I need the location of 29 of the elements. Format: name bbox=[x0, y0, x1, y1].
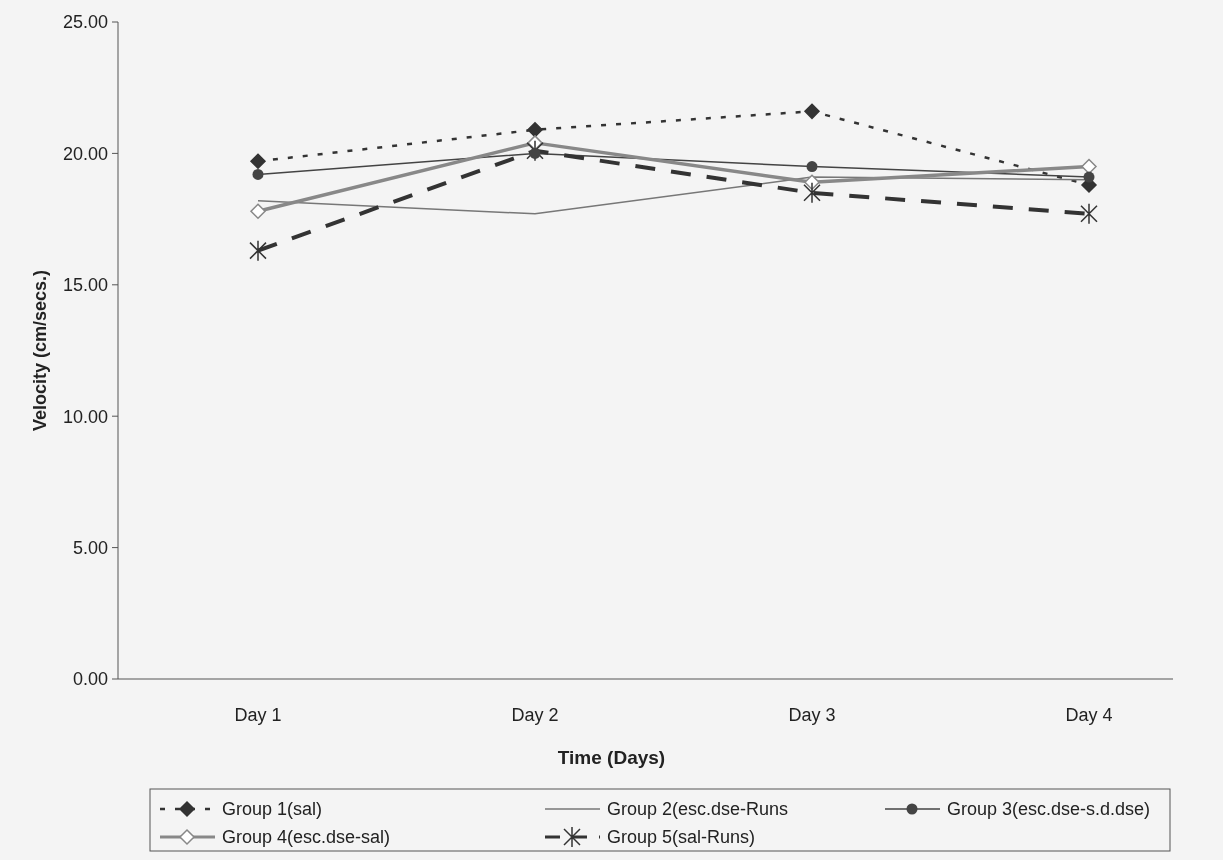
point bbox=[529, 147, 541, 159]
y-tick-label: 15.00 bbox=[62, 275, 108, 296]
y-tick-label: 20.00 bbox=[62, 143, 108, 164]
point bbox=[526, 140, 544, 162]
x-tick-label: Day 4 bbox=[1065, 705, 1113, 725]
point bbox=[249, 239, 267, 262]
point bbox=[1080, 203, 1098, 225]
legend-label: Group 3(esc.dse-s.d.dse) bbox=[947, 799, 1151, 820]
point bbox=[527, 122, 543, 138]
y-tick-label: 5.00 bbox=[72, 537, 108, 558]
legend-label: Group 1(sal) bbox=[222, 799, 323, 820]
point bbox=[803, 182, 821, 204]
x-tick-label: Day 3 bbox=[788, 705, 836, 725]
point bbox=[1083, 171, 1095, 183]
point bbox=[804, 103, 820, 120]
x-tick-label: Day 2 bbox=[511, 705, 559, 725]
point bbox=[252, 168, 264, 180]
x-tick-label: Day 1 bbox=[234, 705, 282, 725]
legend-label: Group 2(esc.dse-Runs bbox=[607, 799, 789, 820]
y-tick-label: 25.00 bbox=[62, 12, 108, 33]
y-tick-label: 0.00 bbox=[72, 669, 108, 690]
point bbox=[806, 161, 818, 173]
legend-label: Group 4(esc.dse-sal) bbox=[222, 827, 391, 848]
legend-label: Group 5(sal-Runs) bbox=[607, 827, 756, 848]
x-axis-title: Time (Days) bbox=[557, 747, 666, 768]
y-axis-title: Velocity (cm/secs.) bbox=[30, 269, 50, 432]
point bbox=[250, 203, 266, 219]
point bbox=[250, 153, 266, 170]
y-tick-label: 10.00 bbox=[62, 406, 108, 427]
